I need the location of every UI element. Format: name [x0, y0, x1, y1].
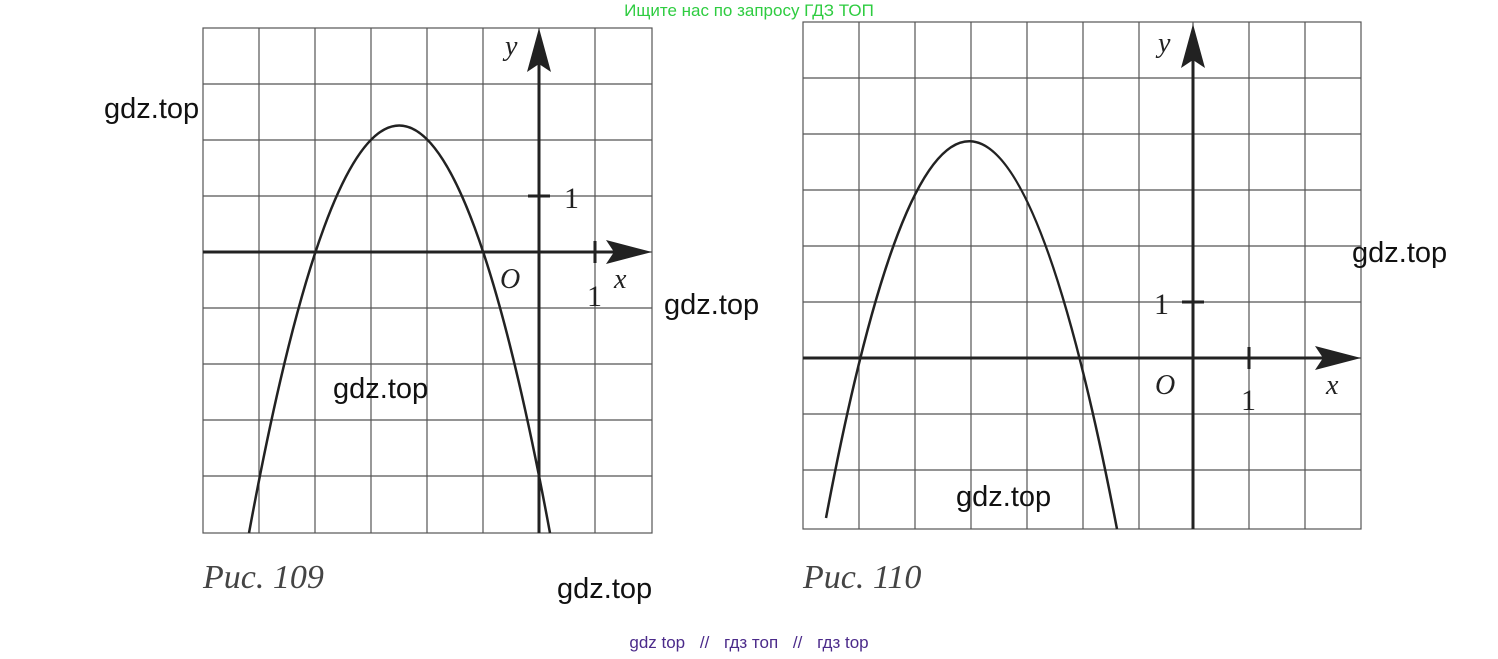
figure-110-axes	[803, 58, 1325, 529]
footer-link-gdz-top-mixed[interactable]: гдз top	[817, 633, 869, 652]
watermark: gdz.top	[1352, 237, 1448, 269]
figure-110-y-arrow-icon	[1181, 24, 1205, 68]
figure-110-x-label: x	[1325, 370, 1339, 401]
footer-separator: //	[792, 633, 803, 652]
figure-110-origin-label: O	[1155, 370, 1175, 401]
figure-109: y x O 1 1 Рис. 109	[202, 27, 653, 596]
figure-109-origin-label: O	[500, 264, 520, 295]
watermark: gdz.top	[557, 573, 653, 605]
footer-links: gdz top // гдз топ // гдз top	[0, 633, 1498, 653]
figure-109-x-arrow-icon	[606, 240, 652, 264]
watermark: gdz.top	[333, 373, 429, 405]
figure-110-grid	[802, 21, 1362, 530]
figure-110-curve	[824, 140, 1119, 530]
figure-109-x-label: x	[613, 264, 627, 295]
figure-110-y-label: y	[1155, 28, 1171, 59]
figure-109-x-tick-label: 1	[587, 280, 602, 313]
footer-link-gdz-top[interactable]: gdz top	[629, 633, 686, 652]
figure-109-grid	[202, 27, 653, 534]
figure-109-axes	[203, 62, 620, 533]
figure-109-caption: Рис. 109	[202, 559, 324, 596]
top-banner: Ищите нас по запросу ГДЗ ТОП	[624, 1, 874, 20]
watermark: gdz.top	[104, 93, 200, 125]
figure-110-x-arrow-icon	[1315, 346, 1361, 370]
figure-110-y-tick-label: 1	[1154, 288, 1169, 321]
watermark: gdz.top	[956, 481, 1052, 513]
watermark: gdz.top	[664, 289, 760, 321]
figure-110-caption: Рис. 110	[802, 559, 921, 596]
figure-109-y-tick-label: 1	[564, 182, 579, 215]
figure-109-y-label: y	[502, 31, 518, 62]
footer-separator: //	[699, 633, 710, 652]
figure-109-y-arrow-icon	[527, 28, 551, 72]
figure-110: y x O 1 1 Рис. 110	[802, 21, 1362, 596]
figure-110-x-tick-label: 1	[1241, 384, 1256, 417]
figure-109-curve	[247, 124, 552, 534]
footer-link-gdz-top-cyrillic[interactable]: гдз топ	[724, 633, 779, 652]
